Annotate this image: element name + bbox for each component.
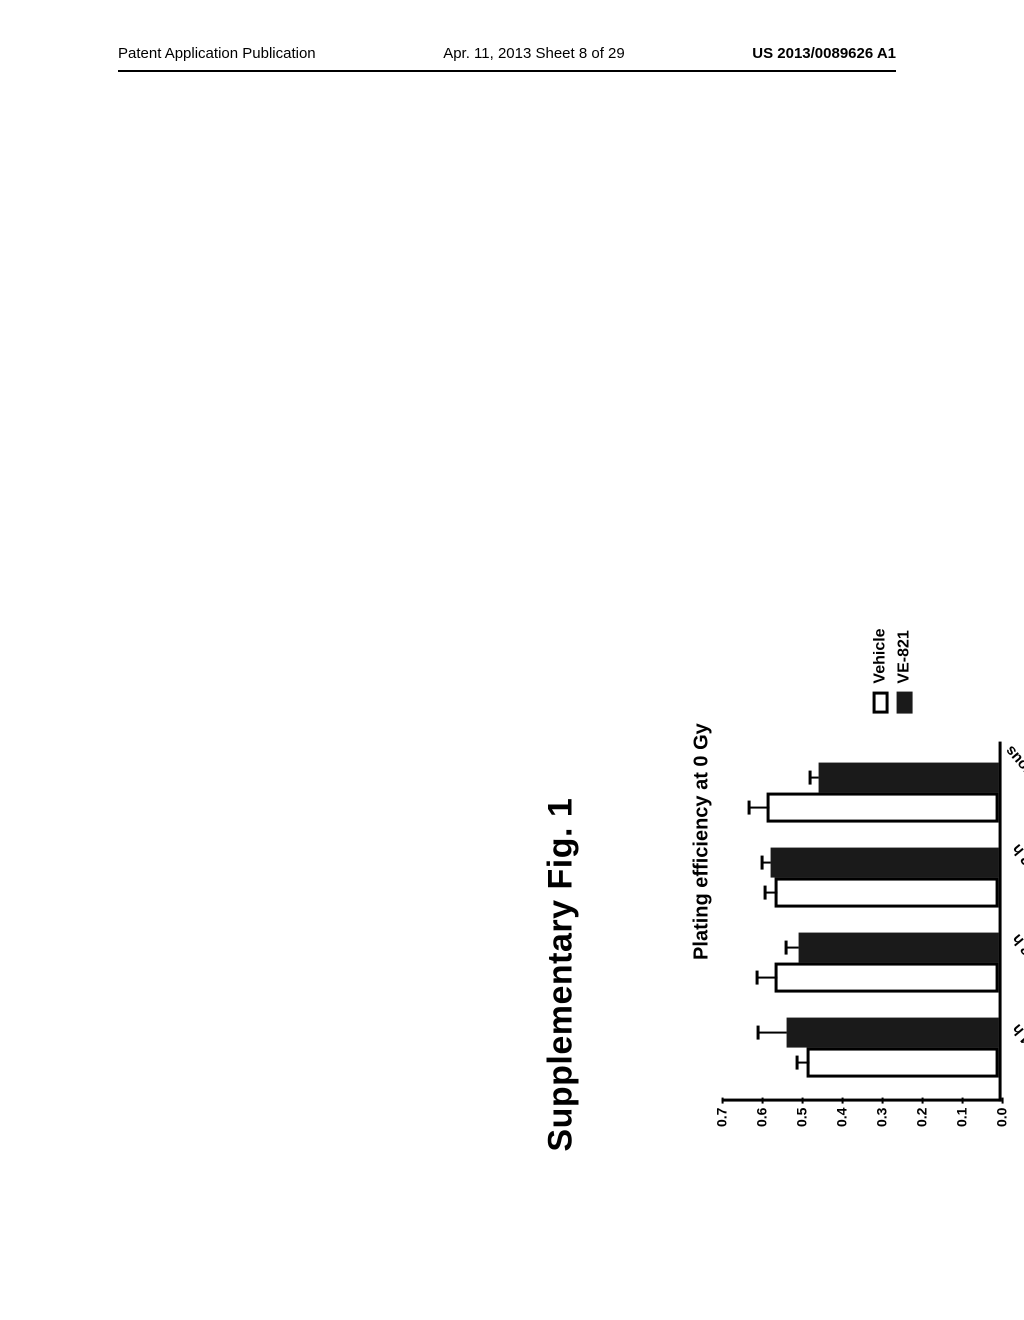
x-axis-labels: 24 h 48 h 72 h continuous bbox=[999, 742, 1024, 1099]
legend-label-vehicle: Vehicle bbox=[872, 628, 890, 683]
bar-vehicle bbox=[807, 1048, 999, 1078]
bar-vehicle bbox=[775, 963, 999, 993]
legend: Vehicle VE-821 bbox=[872, 628, 920, 713]
error-bar bbox=[766, 891, 778, 893]
y-tick: 0.4 bbox=[834, 1108, 850, 1127]
error-bar bbox=[798, 1062, 810, 1064]
figure: Supplementary Fig. 1 Plating efficiency … bbox=[542, 628, 1002, 1151]
y-tick: 0.3 bbox=[874, 1108, 890, 1127]
chart: 0.00.10.20.30.40.50.60.7 24 h48 h72 hcon… bbox=[722, 628, 1002, 1151]
header-left: Patent Application Publication bbox=[118, 45, 316, 62]
header-divider bbox=[118, 70, 896, 72]
bar-group bbox=[767, 757, 999, 827]
header-center: Apr. 11, 2013 Sheet 8 of 29 bbox=[443, 45, 625, 62]
legend-item-vehicle: Vehicle bbox=[872, 628, 890, 713]
plot-area: 24 h48 h72 hcontinuous bbox=[722, 742, 1002, 1102]
error-bar bbox=[758, 977, 778, 979]
error-bar bbox=[811, 776, 819, 778]
y-tick: 0.7 bbox=[714, 1108, 730, 1127]
y-tick: 0.6 bbox=[754, 1108, 770, 1127]
y-tick: 0.2 bbox=[914, 1108, 930, 1127]
x-tick-label: continuous bbox=[1009, 751, 1024, 816]
legend-label-ve821: VE-821 bbox=[896, 630, 914, 683]
x-tick-label: 48 h bbox=[1009, 931, 1024, 996]
bar-ve821 bbox=[771, 847, 999, 877]
bar-group bbox=[775, 928, 999, 998]
legend-swatch-ve821 bbox=[897, 692, 913, 714]
bar-ve821 bbox=[799, 933, 999, 963]
y-axis: 0.00.10.20.30.40.50.60.7 bbox=[722, 1102, 1002, 1152]
bar-vehicle bbox=[775, 877, 999, 907]
bar-ve821 bbox=[819, 762, 999, 792]
y-tick: 0.1 bbox=[954, 1108, 970, 1127]
bar-group bbox=[771, 842, 999, 912]
legend-item-ve821: VE-821 bbox=[896, 628, 914, 713]
y-tick: 0.0 bbox=[994, 1108, 1010, 1127]
x-tick-label: 72 h bbox=[1009, 841, 1024, 906]
error-bar bbox=[763, 861, 771, 863]
error-bar bbox=[787, 947, 799, 949]
error-bar bbox=[750, 806, 770, 808]
legend-swatch-vehicle bbox=[873, 692, 889, 714]
x-tick-label: 24 h bbox=[1009, 1021, 1024, 1086]
figure-label: Supplementary Fig. 1 bbox=[542, 628, 581, 1151]
y-tick: 0.5 bbox=[794, 1108, 810, 1127]
error-bar bbox=[759, 1032, 787, 1034]
bar-ve821 bbox=[787, 1018, 999, 1048]
chart-title: Plating efficiency at 0 Gy bbox=[691, 662, 714, 1022]
bar-group bbox=[787, 1013, 999, 1083]
header-right: US 2013/0089626 A1 bbox=[752, 45, 896, 62]
bar-vehicle bbox=[767, 792, 999, 822]
page-header: Patent Application Publication Apr. 11, … bbox=[0, 45, 1024, 62]
